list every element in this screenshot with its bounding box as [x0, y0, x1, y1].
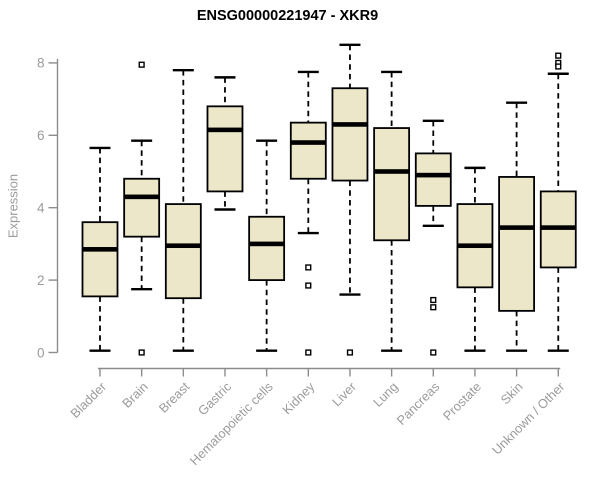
chart-title: ENSG00000221947 - XKR9 — [196, 8, 379, 24]
box-bladder — [81, 146, 119, 352]
outlier-point — [305, 349, 312, 356]
x-tick-label-unknown-other: Unknown / Other — [489, 379, 568, 458]
iqr-box — [498, 176, 536, 312]
x-tick-label-lung: Lung — [370, 379, 401, 410]
box-lung — [373, 70, 411, 352]
median-line — [124, 194, 160, 200]
iqr-box — [123, 177, 161, 238]
outlier-point — [305, 282, 312, 289]
x-tick-label-breast: Breast — [156, 379, 193, 416]
x-tick-label-liver: Liver — [329, 379, 360, 410]
iqr-box — [206, 105, 244, 193]
x-tick-label-kidney: Kidney — [279, 379, 318, 418]
x-tick-label-gastric: Gastric — [195, 379, 235, 419]
iqr-box — [248, 215, 286, 281]
iqr-box — [331, 87, 369, 182]
median-line — [332, 122, 368, 127]
median-line — [207, 127, 243, 133]
iqr-box — [164, 203, 202, 300]
median-line — [415, 172, 451, 178]
outlier-point — [430, 304, 437, 311]
outlier-point — [555, 63, 562, 70]
outlier-point — [138, 349, 145, 356]
median-line — [540, 225, 576, 230]
box-hematopoietic-cells — [248, 139, 286, 352]
outlier-point — [555, 52, 562, 59]
median-line — [374, 169, 410, 174]
outlier-point — [430, 296, 437, 304]
x-tick-label-pancreas: Pancreas — [394, 379, 443, 428]
x-tick-label-bladder: Bladder — [67, 378, 109, 420]
median-line — [82, 247, 118, 252]
y-tick-label: 0 — [37, 345, 45, 360]
y-tick-label: 2 — [37, 273, 45, 288]
x-tick-label-prostate: Prostate — [440, 379, 484, 423]
median-line — [165, 243, 201, 249]
median-line — [457, 243, 493, 249]
iqr-box — [289, 121, 327, 180]
box-prostate — [456, 166, 494, 352]
iqr-box — [414, 152, 452, 207]
iqr-box — [81, 221, 119, 298]
iqr-box — [373, 127, 411, 242]
outlier-point — [305, 264, 312, 271]
y-tick-label: 8 — [37, 56, 45, 71]
median-line — [249, 241, 285, 247]
box-unknown-other — [539, 52, 577, 352]
x-tick-label-brain: Brain — [119, 379, 151, 411]
box-liver — [331, 43, 369, 356]
median-line — [499, 225, 535, 230]
box-gastric — [206, 76, 244, 211]
y-tick-label: 6 — [37, 128, 45, 143]
y-tick-label: 4 — [37, 201, 45, 216]
outlier-point — [430, 349, 437, 356]
outlier-point — [138, 61, 145, 68]
box-brain — [123, 61, 161, 356]
box-kidney — [289, 70, 327, 356]
box-skin — [498, 101, 536, 352]
median-line — [290, 140, 326, 145]
x-tick-label-skin: Skin — [498, 379, 526, 407]
box-pancreas — [414, 119, 452, 356]
box-breast — [164, 68, 202, 352]
outlier-point — [346, 349, 354, 356]
